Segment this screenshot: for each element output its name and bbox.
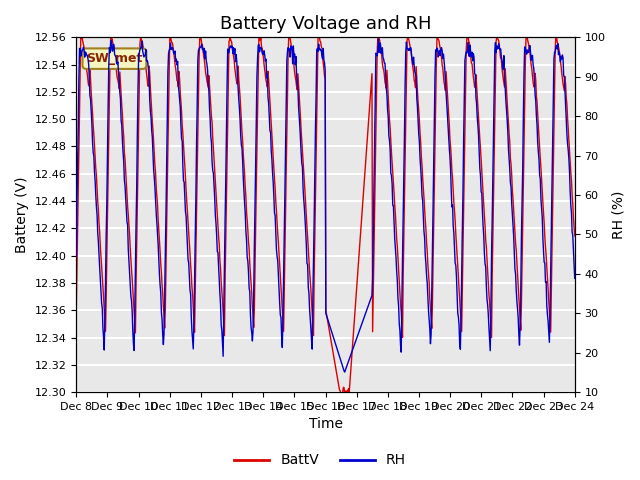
Legend: BattV, RH: BattV, RH <box>229 448 411 473</box>
Text: SW_met: SW_met <box>86 52 143 65</box>
Title: Battery Voltage and RH: Battery Voltage and RH <box>220 15 431 33</box>
Y-axis label: Battery (V): Battery (V) <box>15 177 29 253</box>
Y-axis label: RH (%): RH (%) <box>611 191 625 239</box>
X-axis label: Time: Time <box>308 418 342 432</box>
